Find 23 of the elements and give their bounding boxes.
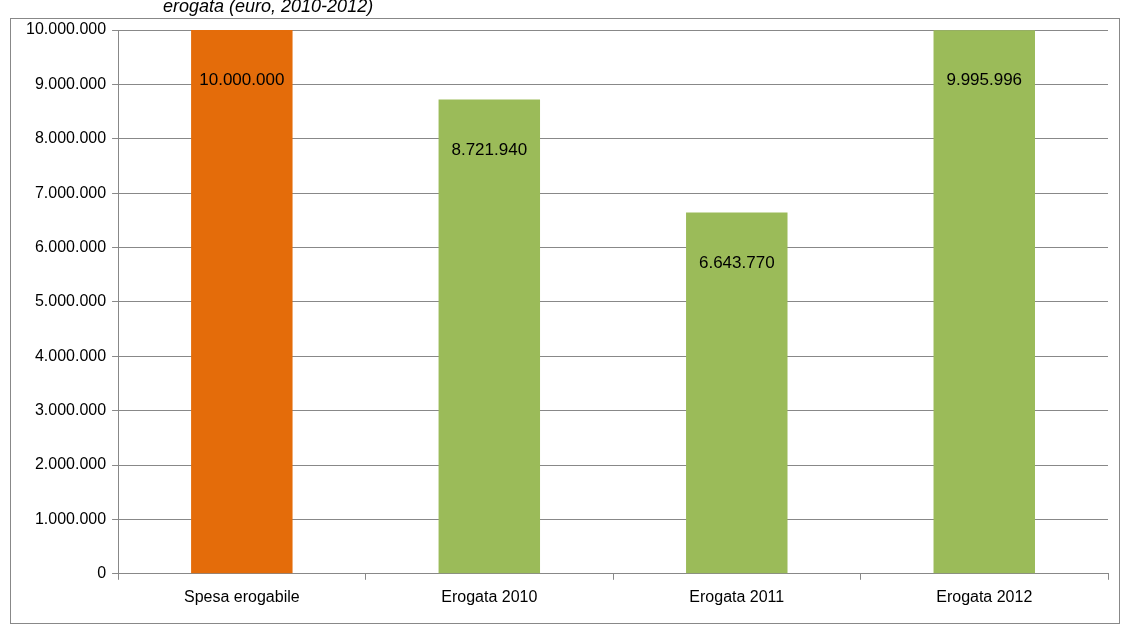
x-tick-label: Erogata 2012 <box>936 587 1033 605</box>
y-tick-label: 7.000.000 <box>34 183 107 201</box>
y-tick-label: 9.000.000 <box>34 74 107 92</box>
data-label: 8.721.940 <box>451 139 528 159</box>
y-tick-label: 0 <box>97 564 107 582</box>
y-tick-label: 8.000.000 <box>34 129 107 147</box>
x-tick-label: Erogata 2010 <box>441 587 538 605</box>
data-label: 10.000.000 <box>199 70 285 90</box>
y-tick-label: 5.000.000 <box>34 292 107 310</box>
bar <box>686 212 788 574</box>
y-tick-label: 2.000.000 <box>34 455 107 473</box>
y-tick-label: 3.000.000 <box>34 401 107 419</box>
bar <box>438 99 541 574</box>
x-tick-label: Erogata 2011 <box>689 587 785 605</box>
bar <box>191 30 293 574</box>
data-label: 9.995.996 <box>946 70 1023 90</box>
data-label: 6.643.770 <box>698 252 775 272</box>
y-tick-label: 6.000.000 <box>34 237 107 255</box>
y-tick-label: 10.000.000 <box>26 20 107 38</box>
y-tick-label: 4.000.000 <box>34 346 107 364</box>
x-tick-label: Spesa erogabile <box>184 587 300 605</box>
bar <box>933 30 1035 574</box>
y-tick-label: 1.000.000 <box>34 509 107 527</box>
